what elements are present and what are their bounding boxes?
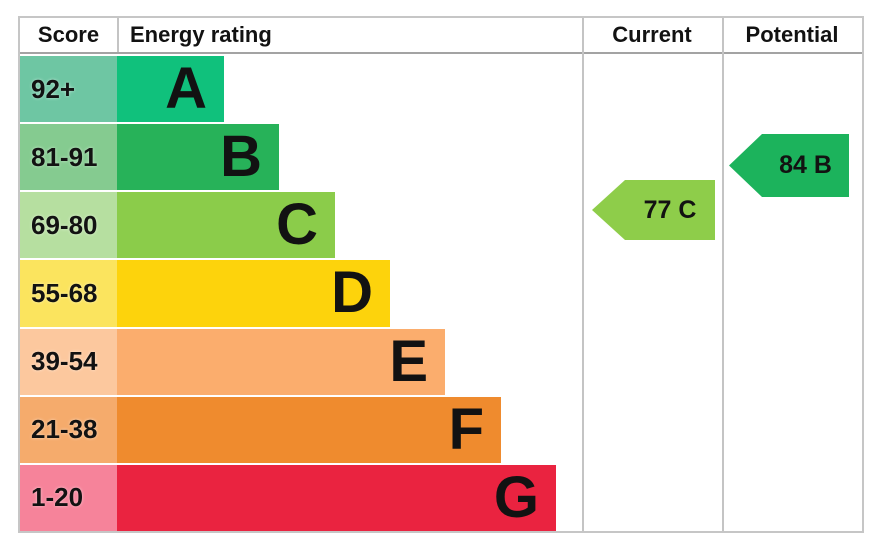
- column-divider-current: [582, 18, 584, 531]
- band-bar: A: [117, 54, 224, 123]
- band-bar: D: [117, 258, 390, 327]
- band-bar: F: [117, 394, 501, 463]
- band-row-f: 21-38 F: [20, 394, 862, 463]
- header-potential: Potential: [745, 22, 839, 47]
- column-divider-score: [117, 18, 119, 52]
- band-score-range: 92+: [20, 54, 117, 123]
- band-row-g: 1-20 G: [20, 462, 862, 531]
- band-letter: D: [331, 260, 373, 326]
- band-bar: B: [117, 122, 279, 191]
- band-letter: F: [448, 396, 484, 462]
- band-row-e: 39-54 E: [20, 326, 862, 395]
- band-bar: C: [117, 190, 335, 259]
- band-letter: G: [493, 464, 539, 530]
- header-score: Score: [37, 22, 100, 47]
- band-score-range: 21-38: [20, 394, 117, 463]
- band-letter: B: [220, 124, 262, 190]
- band-row-c: 69-80 C: [20, 190, 862, 259]
- band-bar: E: [117, 326, 445, 395]
- band-score-range: 69-80: [20, 190, 117, 259]
- potential-rating-arrow: 84 B: [729, 134, 849, 197]
- band-score-range: 1-20: [20, 462, 117, 531]
- band-score-range: 55-68: [20, 258, 117, 327]
- band-row-b: 81-91 B: [20, 122, 862, 191]
- potential-rating-label: 84 B: [779, 151, 832, 179]
- table-header-row: Score Energy rating Current Potential: [20, 18, 862, 54]
- header-current: Current: [612, 22, 692, 47]
- band-score-range: 81-91: [20, 122, 117, 191]
- header-energy-rating: Energy rating: [130, 22, 272, 47]
- band-letter: C: [276, 192, 318, 258]
- band-row-a: 92+ A: [20, 54, 862, 123]
- band-row-d: 55-68 D: [20, 258, 862, 327]
- band-letter: A: [165, 56, 207, 122]
- band-score-range: 39-54: [20, 326, 117, 395]
- epc-table: Score Energy rating Current Potential 92…: [18, 16, 864, 533]
- band-letter: E: [389, 328, 428, 394]
- current-rating-label: 77 C: [643, 195, 697, 224]
- band-bar: G: [117, 462, 556, 531]
- band-rows: 92+ A 81-91 B 69-80 C 55-68 D 39-54 E 21…: [20, 54, 862, 531]
- column-divider-potential: [722, 18, 724, 531]
